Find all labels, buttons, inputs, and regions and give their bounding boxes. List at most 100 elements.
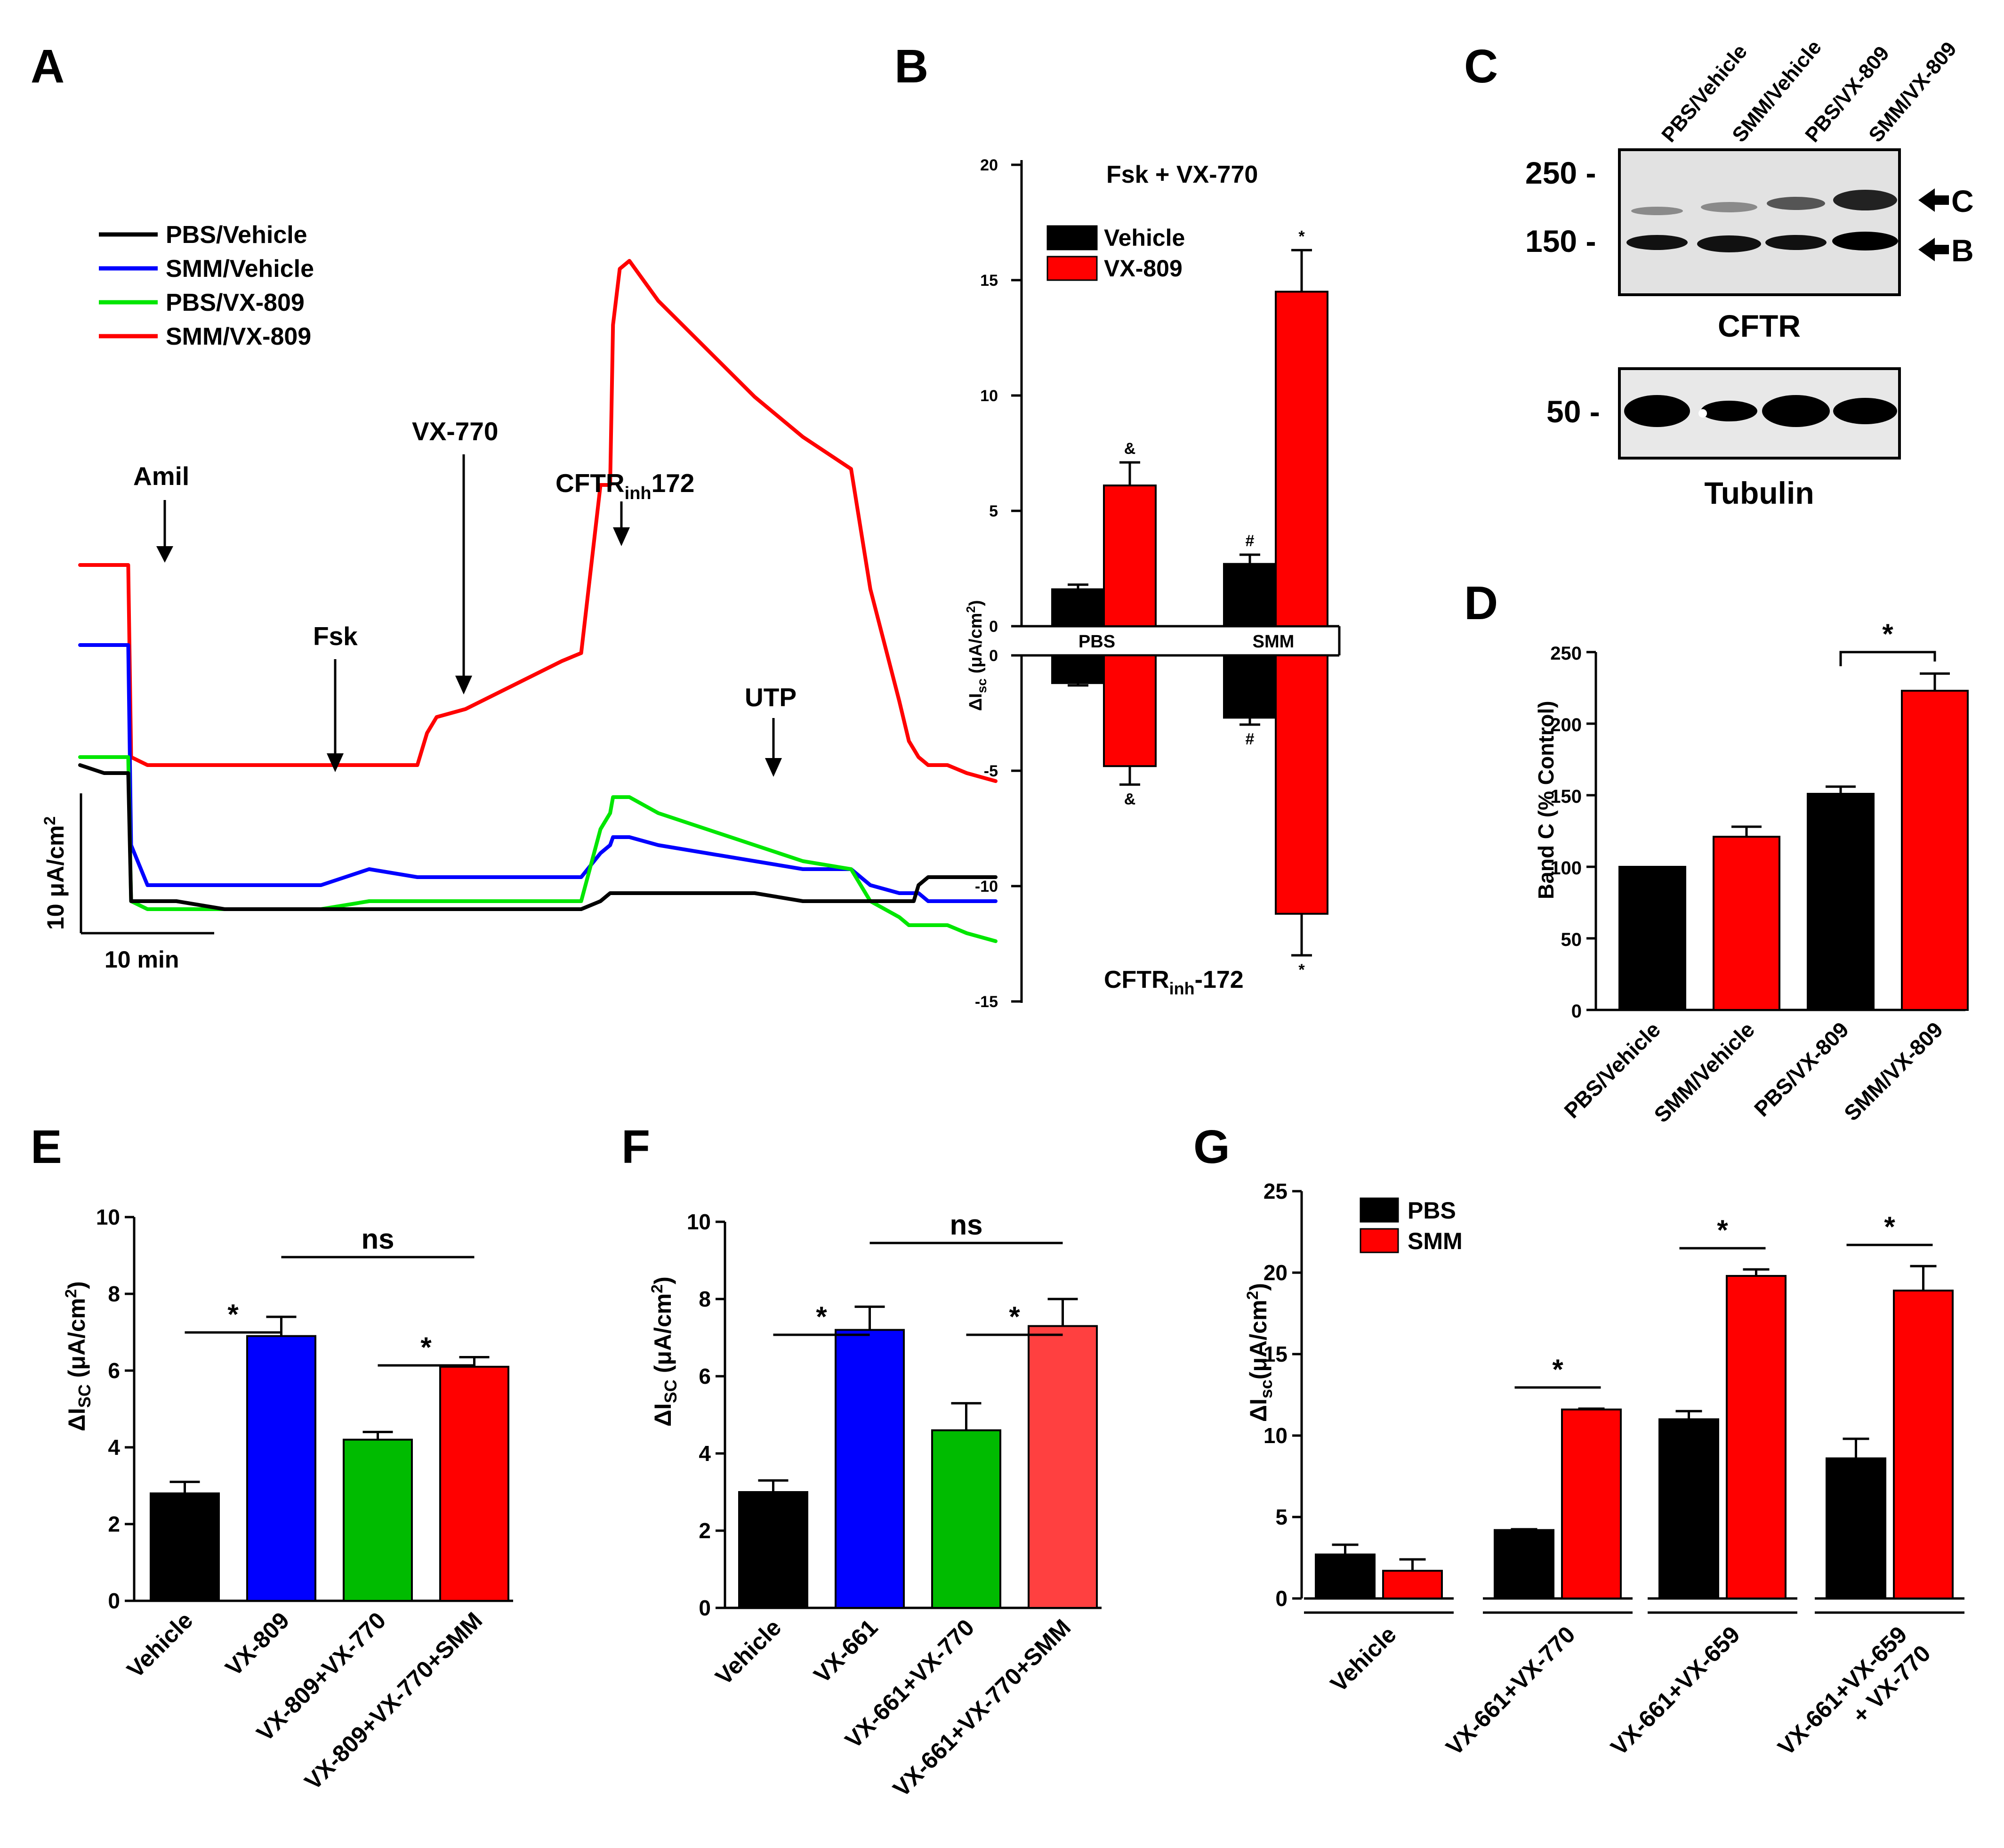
panel-c: PBS/Vehicle SMM/Vehicle PBS/VX-809 SMM/V… xyxy=(1525,36,1974,510)
bar-b-up-vx-809-1 xyxy=(1275,291,1328,627)
bar-e-0 xyxy=(150,1492,220,1602)
arrow-band-b-label: B xyxy=(1951,233,1974,268)
significance-label-e-2: ns xyxy=(361,1223,394,1255)
chart-f-ylabel-sup: 2 xyxy=(648,1284,666,1293)
bar-g-pbs-0 xyxy=(1315,1553,1376,1600)
tubulin-band-3 xyxy=(1833,398,1897,424)
chart-g-ylabel-end: ) xyxy=(1245,1283,1272,1291)
category-label-e-0: Vehicle xyxy=(122,1607,198,1683)
arrow-band-c-icon xyxy=(1918,188,1949,212)
axis-g-ticklabel-5: 25 xyxy=(1264,1179,1288,1203)
errorbar-g-pbs-2 xyxy=(1675,1410,1702,1420)
legend-b-label-0: Vehicle xyxy=(1104,225,1185,251)
axis-d-ticklabel-0: 0 xyxy=(1571,1001,1582,1022)
bar-f-2 xyxy=(931,1429,1001,1609)
axis-f-ticklabel-5: 10 xyxy=(687,1210,711,1234)
axis-b-ticklabel-top-3: 5 xyxy=(989,502,998,520)
bar-e-2 xyxy=(343,1438,413,1602)
axis-f-ticklabel-2: 4 xyxy=(699,1441,711,1466)
axis-e-ticklabel-4: 8 xyxy=(108,1282,120,1306)
bar-e-1 xyxy=(246,1335,316,1602)
bar-b-up-vehicle-1 xyxy=(1223,563,1277,627)
panel-g: ΔIsc(μA/cm2) PBS SMM 0 5 10 15 20 25 Vehicle V… xyxy=(1244,1179,1964,1760)
band-b-lane-2 xyxy=(1765,235,1827,250)
axis-b-ticklabel-top-2: 10 xyxy=(980,387,998,405)
axis-g-ticklabel-1: 5 xyxy=(1275,1505,1288,1529)
panel-label-a: A xyxy=(31,40,64,93)
sigmark-b-down-vehicle-1: # xyxy=(1246,730,1255,748)
category-label-d-1: SMM/Vehicle xyxy=(1649,1017,1759,1127)
bar-b-down-vx-809-1 xyxy=(1275,654,1328,915)
significance-label-e-1: * xyxy=(420,1332,432,1363)
bars-e: Vehicle VX-809VX-809+VX-770VX-809+VX-770+… xyxy=(122,1223,509,1795)
blot-cftr-caption: CFTR xyxy=(1718,308,1801,343)
chart-g-ylabel-sub: sc xyxy=(1256,1380,1276,1398)
chart-f-ylabel-sub: SC xyxy=(661,1380,680,1403)
significance-label-f-0: * xyxy=(816,1301,827,1332)
axis-b-ticklabel-bottom-2: -10 xyxy=(975,878,998,896)
chart-b-ylabel: ΔIsc (μA/cm2) xyxy=(964,600,989,711)
significance-label-f-1: * xyxy=(1009,1301,1020,1332)
legend-b-swatch-0 xyxy=(1046,225,1098,250)
errorbar-d-3 xyxy=(1920,672,1950,691)
tubulin-band-2 xyxy=(1762,395,1830,427)
trace-smm-vehicle xyxy=(78,643,998,903)
errorbar-d-2 xyxy=(1826,785,1856,794)
tubulin-band-1 xyxy=(1701,401,1757,421)
errorbar-g-pbs-1 xyxy=(1511,1528,1537,1531)
bar-g-smm-2 xyxy=(1726,1275,1787,1599)
chart-f-ylabel-end: ) xyxy=(650,1276,676,1284)
blot-cftr-frame xyxy=(1618,148,1901,296)
chart-b-ylabel-tail: (μA/cm xyxy=(966,613,986,678)
category-label-d-3: SMM/VX-809 xyxy=(1839,1017,1948,1125)
axis-f-ticklabel-1: 2 xyxy=(699,1518,711,1543)
axis-e-ticklabel-1: 2 xyxy=(108,1512,120,1536)
chart-f-ylabel-main: ΔI xyxy=(650,1403,676,1427)
legend-a-label-2: PBS/VX-809 xyxy=(166,289,305,316)
legend-a: PBS/Vehicle SMM/Vehicle PBS/VX-809 SMM/V… xyxy=(99,221,314,350)
axis-d-ticklabel-4: 200 xyxy=(1550,715,1582,735)
bar-b-down-vx-809-0 xyxy=(1103,654,1157,767)
band-b-lane-3 xyxy=(1832,232,1898,250)
errorbar-f-3 xyxy=(1047,1298,1078,1326)
bar-b-down-vehicle-1 xyxy=(1223,654,1277,719)
chart-e-ylabel-main: ΔI xyxy=(64,1408,90,1431)
bar-d-3 xyxy=(1901,690,1969,1011)
errorbar-d-1 xyxy=(1731,825,1762,837)
arrow-band-b-icon xyxy=(1918,238,1949,261)
tubulin-artifact xyxy=(1698,409,1707,418)
marker-50: 50 - xyxy=(1546,394,1600,429)
tubulin-band-0 xyxy=(1624,395,1690,427)
chart-e-ylabel-sub: SC xyxy=(75,1384,94,1408)
category-label-e-1: VX-809 xyxy=(220,1607,295,1681)
axis-f-ticklabel-4: 8 xyxy=(699,1287,711,1311)
significance-line-d-0 xyxy=(1839,651,1936,666)
axis-e-ticklabel-3: 6 xyxy=(108,1358,120,1383)
legend-g-swatch-0 xyxy=(1360,1197,1399,1223)
arrow-band-c-label: C xyxy=(1951,184,1974,218)
arrow-cftr-head xyxy=(613,527,630,546)
errorbar-g-pbs-3 xyxy=(1843,1437,1869,1459)
errorbar-b-down-vx-809-1 xyxy=(1291,913,1312,957)
chart-b-ylabel-main: ΔI xyxy=(966,693,986,711)
significance-label-g-0: * xyxy=(1552,1354,1563,1385)
chart-b-ylabel-sub: sc xyxy=(974,678,989,693)
significance-label-e-0: * xyxy=(227,1299,239,1330)
trace-pbs-vx809 xyxy=(78,755,998,943)
axis-e-ticklabel-5: 10 xyxy=(96,1205,120,1229)
chart-e-ylabel-end: ) xyxy=(64,1281,90,1289)
arrow-fsk-head xyxy=(327,753,344,772)
scalebar-x-label: 10 min xyxy=(105,946,179,973)
panel-label-d: D xyxy=(1464,577,1498,629)
errorbar-g-smm-0 xyxy=(1399,1558,1426,1571)
axis-b-ticks: 20 15 10 5 0 0 -5 -10 -15 xyxy=(975,156,1022,1011)
panel-d: Band C (% Control) 0 50 100 150 200 250 PBS/V… xyxy=(1534,618,1969,1127)
bar-b-down-vehicle-0 xyxy=(1051,654,1105,684)
legend-g-swatch-1 xyxy=(1360,1228,1399,1253)
category-label-d-0: PBS/Vehicle xyxy=(1559,1017,1665,1123)
trace-pbs-vehicle xyxy=(78,763,998,911)
annotation-cftr-sub: inh xyxy=(625,484,652,503)
